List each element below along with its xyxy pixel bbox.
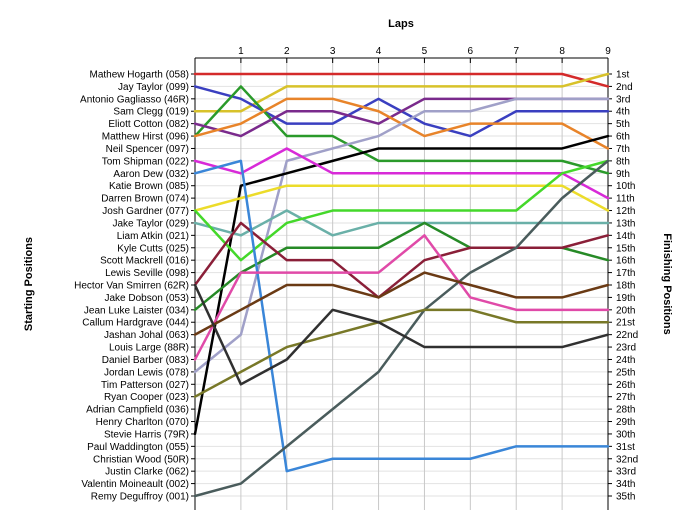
start-label: Ryan Cooper (023) bbox=[104, 392, 189, 403]
start-label: Justin Clarke (062) bbox=[105, 467, 189, 478]
finish-label: 16th bbox=[616, 256, 635, 267]
start-label: Jay Taylor (099) bbox=[118, 82, 189, 93]
finish-label: 1st bbox=[616, 70, 630, 81]
x-tick-label: 2 bbox=[284, 46, 290, 57]
finish-label: 25th bbox=[616, 367, 635, 378]
series-line-2 bbox=[193, 72, 610, 113]
start-label: Matthew Hirst (096) bbox=[102, 132, 189, 143]
finish-label: 27th bbox=[616, 392, 635, 403]
series-line-7 bbox=[193, 97, 610, 374]
start-label: Adrian Campfield (036) bbox=[86, 405, 189, 416]
finish-label: 10th bbox=[616, 181, 635, 192]
finish-label: 30th bbox=[616, 429, 635, 440]
start-label: Paul Waddington (055) bbox=[87, 442, 189, 453]
start-label: Aaron Dew (032) bbox=[113, 169, 189, 180]
start-label: Mathew Hogarth (058) bbox=[90, 70, 190, 81]
finish-label: 23rd bbox=[616, 343, 636, 354]
start-label: Jordan Lewis (078) bbox=[104, 367, 189, 378]
series-line-14 bbox=[193, 221, 610, 299]
start-label: Jake Dobson (053) bbox=[105, 293, 190, 304]
finish-label: 35th bbox=[616, 492, 635, 503]
x-tick-label: 8 bbox=[559, 46, 565, 57]
series-lines bbox=[193, 72, 610, 498]
finish-label: 2nd bbox=[616, 82, 633, 93]
x-tick-label: 3 bbox=[330, 46, 336, 57]
start-label: Jashan Johal (063) bbox=[104, 330, 189, 341]
start-label: Antonio Gagliasso (46R) bbox=[80, 94, 189, 105]
start-label: Sam Clegg (019) bbox=[113, 107, 189, 118]
finish-label: 6th bbox=[616, 132, 630, 143]
labels: Mathew Hogarth (058)Jay Taylor (099)Anto… bbox=[74, 70, 638, 503]
finish-label: 8th bbox=[616, 156, 630, 167]
x-tick-label: 5 bbox=[422, 46, 428, 57]
start-label: Tim Patterson (027) bbox=[101, 380, 189, 391]
series-line-16 bbox=[193, 159, 610, 498]
series-line-1 bbox=[193, 72, 610, 88]
finish-label: 20th bbox=[616, 305, 635, 316]
x-tick-label: 4 bbox=[376, 46, 382, 57]
finish-label: 4th bbox=[616, 107, 630, 118]
start-label: Daniel Barber (083) bbox=[102, 355, 189, 366]
start-label: Valentin Moineault (002) bbox=[81, 479, 189, 490]
start-label: Darren Brown (074) bbox=[101, 194, 189, 205]
finish-label: 26th bbox=[616, 380, 635, 391]
start-label: Stevie Harris (79R) bbox=[104, 429, 189, 440]
finish-label: 29th bbox=[616, 417, 635, 428]
series-line-18 bbox=[193, 271, 610, 336]
finish-label: 5th bbox=[616, 119, 630, 130]
finish-label: 14th bbox=[616, 231, 635, 242]
start-label: Josh Gardner (077) bbox=[102, 206, 189, 217]
start-label: Remy Deguffroy (001) bbox=[91, 492, 189, 503]
x-tick-label: 6 bbox=[468, 46, 474, 57]
start-label: Scott Mackrell (016) bbox=[100, 256, 189, 267]
finish-label: 22nd bbox=[616, 330, 638, 341]
finish-label: 15th bbox=[616, 243, 635, 254]
finish-label: 11th bbox=[616, 194, 635, 205]
start-label: Kyle Cutts (025) bbox=[117, 243, 189, 254]
series-line-10 bbox=[193, 184, 610, 212]
x-tick-label: 9 bbox=[605, 46, 611, 57]
finish-label: 33rd bbox=[616, 467, 636, 478]
y-axis-left-label: Starting Positions bbox=[23, 237, 35, 331]
start-label: Christian Wood (50R) bbox=[93, 454, 189, 465]
x-tick-label: 7 bbox=[513, 46, 519, 57]
start-label: Katie Brown (085) bbox=[109, 181, 189, 192]
finish-label: 34th bbox=[616, 479, 635, 490]
start-label: Eliott Cotton (082) bbox=[108, 119, 189, 130]
series-line-8 bbox=[193, 134, 610, 436]
y-axis-right-label: Finishing Positions bbox=[661, 233, 673, 334]
start-label: Louis Large (88R) bbox=[109, 343, 189, 354]
finish-label: 18th bbox=[616, 281, 635, 292]
start-label: Jake Taylor (029) bbox=[112, 218, 189, 229]
finish-label: 19th bbox=[616, 293, 635, 304]
series-line-19 bbox=[193, 308, 610, 398]
start-label: Neil Spencer (097) bbox=[106, 144, 189, 155]
finish-label: 12th bbox=[616, 206, 635, 217]
finish-label: 3rd bbox=[616, 94, 630, 105]
start-label: Jean Luke Laister (034) bbox=[84, 305, 189, 316]
finish-label: 17th bbox=[616, 268, 635, 279]
finish-label: 13th bbox=[616, 218, 635, 229]
finish-label: 32nd bbox=[616, 454, 638, 465]
start-label: Hector Van Smirren (62R) bbox=[74, 281, 189, 292]
series-line-15 bbox=[193, 159, 610, 473]
series-line-9 bbox=[193, 147, 610, 200]
start-label: Liam Atkin (021) bbox=[117, 231, 189, 242]
finish-label: 9th bbox=[616, 169, 630, 180]
x-tick-label: 1 bbox=[238, 46, 244, 57]
start-label: Henry Charlton (070) bbox=[96, 417, 189, 428]
start-label: Callum Hardgrave (044) bbox=[82, 318, 189, 329]
finish-label: 28th bbox=[616, 405, 635, 416]
series-line-20 bbox=[193, 283, 610, 386]
finish-label: 7th bbox=[616, 144, 630, 155]
finish-label: 31st bbox=[616, 442, 635, 453]
series-line-17 bbox=[193, 234, 610, 361]
chart-title: Laps bbox=[388, 18, 414, 30]
start-label: Lewis Seville (098) bbox=[105, 268, 189, 279]
finish-label: 24th bbox=[616, 355, 635, 366]
start-label: Tom Shipman (022) bbox=[102, 156, 189, 167]
finish-label: 21st bbox=[616, 318, 635, 329]
